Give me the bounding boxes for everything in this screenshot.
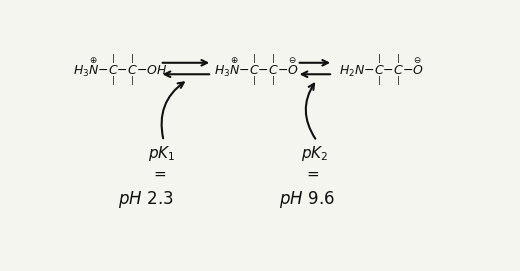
Text: $pH\ 2.3$: $pH\ 2.3$ [118,189,173,210]
Text: =: = [153,167,166,182]
Text: $H_3\overset{\oplus}{N}{-}\underset{|}{\overset{|}{C}}{-}\underset{|}{\overset{|: $H_3\overset{\oplus}{N}{-}\underset{|}{\… [214,52,299,88]
Text: $H_2N{-}\underset{|}{\overset{|}{C}}{-}\underset{|}{\overset{|}{C}}{-}\overset{\: $H_2N{-}\underset{|}{\overset{|}{C}}{-}\… [339,52,424,88]
Text: =: = [306,167,319,182]
Text: $pH\ 9.6$: $pH\ 9.6$ [279,189,335,210]
Text: $pK_1$: $pK_1$ [148,144,175,163]
Text: $H_3\overset{\oplus}{N}{-}\underset{|}{\overset{|}{C}}{-}\underset{|}{\overset{|: $H_3\overset{\oplus}{N}{-}\underset{|}{\… [73,52,167,88]
Text: $pK_2$: $pK_2$ [301,144,329,163]
